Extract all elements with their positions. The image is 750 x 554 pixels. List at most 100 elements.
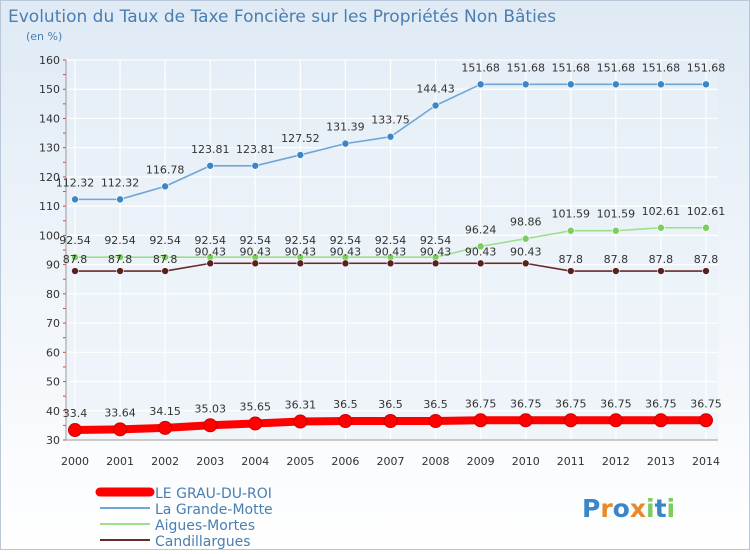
y-tick-label: 150: [39, 83, 60, 96]
unit-label: (en %): [26, 30, 62, 43]
data-label: 87.8: [63, 253, 88, 266]
data-label: 36.5: [378, 398, 403, 411]
data-label: 33.64: [104, 406, 136, 419]
data-point: [699, 413, 713, 428]
data-label: 123.81: [191, 143, 230, 156]
data-label: 90.43: [510, 245, 542, 258]
data-label: 112.32: [101, 176, 140, 189]
plot-area: [66, 60, 718, 440]
axes: 30 40 50 60 70 80 90 100 110 120 130 140 150 160 2000 2…: [39, 54, 720, 468]
data-label: 98.86: [510, 216, 542, 229]
y-tick-label: 130: [39, 142, 60, 155]
brand-letter-x: x: [630, 494, 646, 523]
data-label: 92.54: [420, 234, 452, 247]
x-tick-label: 2010: [512, 455, 540, 468]
data-label: 123.81: [236, 143, 275, 156]
data-label: 151.68: [687, 61, 726, 74]
data-label: 33.4: [63, 407, 88, 420]
y-tick-label: 160: [39, 54, 60, 67]
data-label: 35.65: [240, 400, 272, 413]
x-tick-label: 2008: [422, 455, 450, 468]
data-label: 90.43: [194, 245, 226, 258]
data-label: 36.75: [645, 397, 677, 410]
x-tick-label: 2005: [286, 455, 314, 468]
data-label: 102.61: [687, 205, 726, 218]
data-label: 131.39: [326, 121, 365, 134]
y-tick-label: 80: [46, 288, 60, 301]
data-point: [476, 242, 485, 251]
data-point: [386, 259, 395, 268]
data-point: [71, 195, 79, 204]
x-tick-label: 2006: [331, 455, 359, 468]
legend-label: Candillargues: [155, 534, 251, 550]
data-label: 90.43: [420, 245, 452, 258]
grid: [66, 59, 718, 441]
data-label: 102.61: [642, 205, 681, 218]
brand-logo: Proxiti: [582, 494, 675, 523]
data-label: 92.54: [59, 234, 91, 247]
data-label: 87.8: [604, 253, 629, 266]
data-point: [161, 267, 169, 275]
data-point: [203, 418, 218, 433]
data-label: 90.43: [465, 245, 497, 258]
brand-letter-p: P: [582, 494, 600, 523]
data-label: 151.68: [506, 61, 545, 74]
y-tick-label: 60: [46, 346, 60, 359]
data-point: [71, 253, 79, 261]
data-labels: 112.32 112.32 116.78 123.81 123.81 127.52 131.…: [56, 61, 726, 420]
y-tick-label: 140: [39, 112, 60, 125]
data-point: [702, 80, 710, 89]
data-point: [473, 413, 488, 428]
data-point: [383, 414, 398, 428]
data-point: [293, 414, 308, 429]
data-point: [521, 80, 530, 89]
data-point: [71, 267, 79, 275]
data-label: 92.54: [240, 234, 272, 247]
legend-label: Aigues-Mortes: [155, 518, 255, 534]
data-label: 92.54: [194, 234, 226, 247]
data-label: 90.43: [240, 245, 272, 258]
data-point: [341, 259, 350, 268]
data-label: 90.43: [330, 245, 362, 258]
data-point: [251, 259, 260, 268]
data-label: 112.32: [56, 176, 95, 189]
data-label: 151.68: [597, 61, 636, 74]
data-point: [116, 253, 124, 261]
data-point: [653, 413, 668, 428]
brand-letter-r: r: [600, 494, 613, 523]
data-label: 116.78: [146, 163, 185, 176]
x-tick-label: 2013: [647, 455, 675, 468]
data-point: [206, 259, 215, 268]
data-label: 36.75: [465, 397, 497, 410]
x-tick-label: 2007: [377, 455, 405, 468]
data-point: [113, 422, 128, 437]
data-point: [341, 139, 350, 148]
x-tick-label: 2001: [106, 455, 134, 468]
data-label: 36.75: [510, 397, 542, 410]
y-tick-label: 90: [46, 259, 60, 272]
data-point: [116, 267, 124, 275]
data-point: [251, 161, 260, 170]
brand-text: Proxiti: [582, 494, 675, 523]
legend-label: LE GRAU-DU-ROI: [155, 486, 272, 502]
data-point: [657, 223, 665, 232]
x-tick-label: 2000: [61, 455, 89, 468]
data-point: [431, 101, 440, 110]
data-label: 36.5: [333, 398, 358, 411]
data-label: 92.54: [149, 234, 181, 247]
data-label: 127.52: [281, 132, 320, 145]
x-tick-label: 2014: [692, 455, 720, 468]
data-label: 87.8: [153, 253, 178, 266]
data-point: [338, 414, 353, 428]
data-point: [386, 132, 395, 141]
data-label: 36.5: [423, 398, 448, 411]
y-tick-label: 120: [39, 171, 60, 184]
data-label: 92.54: [375, 234, 407, 247]
series-group: [68, 80, 713, 438]
data-label: 87.8: [559, 253, 584, 266]
data-point: [521, 259, 530, 268]
data-label: 35.03: [194, 402, 226, 415]
